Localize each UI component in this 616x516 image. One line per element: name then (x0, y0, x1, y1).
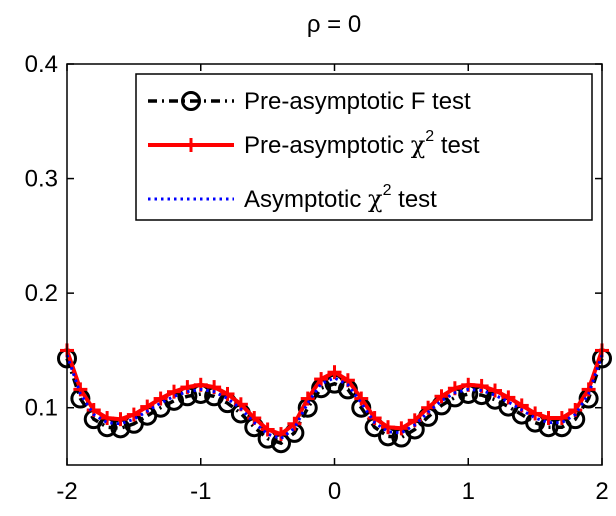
series-1-point (274, 427, 288, 442)
legend-label-sup: 2 (425, 128, 434, 145)
series-1-point (220, 386, 235, 401)
series-1-point (554, 411, 569, 426)
legend-label-0: Pre-asymptotic F test (244, 88, 471, 115)
x-tick-label: -2 (56, 478, 77, 505)
series-1-point (167, 384, 181, 399)
series-1-point (300, 391, 315, 406)
legend-entry-1: Pre-asymptotic χ2 test (148, 128, 480, 159)
series-layer (57, 343, 612, 454)
x-tick-label: 0 (328, 478, 341, 505)
legend-label-text: Asymptotic (244, 186, 368, 213)
series-1-point (434, 389, 449, 404)
legend-label-greek: χ (368, 185, 383, 213)
series-1-point (381, 420, 395, 435)
series-0-line (65, 357, 604, 446)
series-1-point (528, 406, 543, 421)
series-1-point (100, 411, 115, 426)
legend-label-post: test (434, 132, 480, 159)
series-1-point (394, 421, 409, 436)
legend-marker-0 (181, 91, 201, 111)
chart-title: ρ = 0 (307, 11, 361, 38)
legend-label-greek: χ (411, 131, 426, 159)
series-1-point (327, 365, 342, 380)
series-1-point (287, 416, 302, 431)
x-tick-label: -1 (190, 478, 211, 505)
x-tick-label: 1 (462, 478, 475, 505)
series-1-point (153, 391, 168, 406)
y-tick-label: 0.4 (25, 51, 58, 78)
axes-layer: -2 -1 0 1 2 0.1 0.2 0.3 0.4 (25, 51, 609, 505)
y-tick-label: 0.2 (25, 280, 58, 307)
legend-label-text: Pre-asymptotic (244, 132, 411, 159)
legend-marker-1 (184, 138, 198, 152)
series-1-point (126, 407, 141, 422)
x-tick-label: 2 (595, 478, 608, 505)
series-1-point (113, 412, 128, 427)
y-tick-label: 0.3 (25, 166, 58, 193)
legend-entry-0: Pre-asymptotic F test (148, 88, 471, 115)
legend-entry-2: Asymptotic χ2 test (148, 182, 437, 213)
legend-label-1: Pre-asymptotic χ2 test (244, 128, 480, 159)
legend-label-post: test (391, 186, 437, 213)
legend-label-2: Asymptotic χ2 test (244, 182, 437, 213)
series-1-point (260, 422, 275, 437)
y-tick-label: 0.1 (25, 395, 58, 422)
series-1-point (314, 372, 329, 387)
series-1-point (488, 383, 502, 398)
series-1-point (541, 411, 556, 426)
legend-label-text: Pre-asymptotic F test (244, 88, 471, 115)
legend-label-sup: 2 (383, 182, 392, 199)
series-1-point (354, 391, 369, 406)
series-1-point (501, 390, 516, 405)
